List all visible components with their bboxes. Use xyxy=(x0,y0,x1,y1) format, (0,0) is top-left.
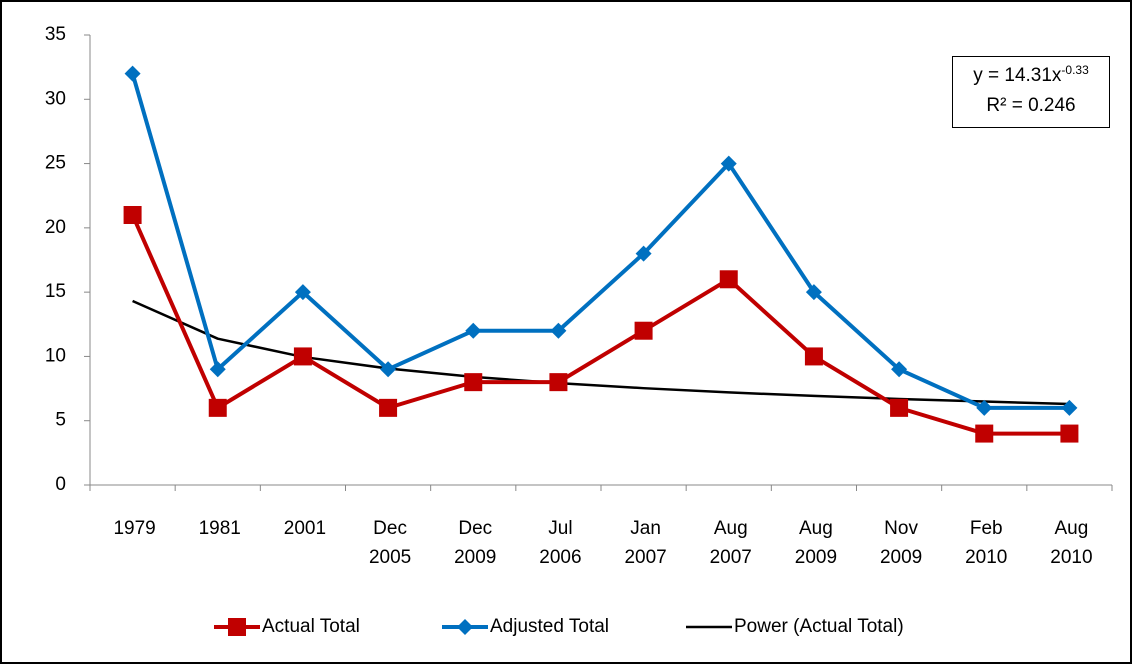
legend-label: Power (Actual Total) xyxy=(734,616,904,637)
marker xyxy=(804,347,823,366)
x-tick-label: Aug 2010 xyxy=(1050,518,1093,568)
marker xyxy=(294,284,311,301)
y-tick-label: 0 xyxy=(55,474,66,495)
equation-exponent: -0.33 xyxy=(1061,63,1089,77)
x-tick-label: Jul 2006 xyxy=(539,518,582,568)
marker xyxy=(293,347,312,366)
marker xyxy=(891,361,908,378)
y-tick-label: 25 xyxy=(45,153,66,174)
x-tick-label: Dec 2009 xyxy=(454,518,497,568)
marker xyxy=(890,398,909,417)
series-line xyxy=(130,214,1070,436)
marker xyxy=(228,618,246,636)
y-tick-label: 20 xyxy=(45,217,66,238)
y-tick-label: 10 xyxy=(45,345,66,366)
x-tick-label: Aug 2007 xyxy=(709,518,752,568)
marker xyxy=(976,399,993,416)
equation-base: y = 14.31x xyxy=(973,65,1062,86)
marker xyxy=(634,321,653,340)
marker xyxy=(1061,399,1078,416)
marker xyxy=(635,245,652,262)
trendline-box: y = 14.31x-0.33 R² = 0.246 xyxy=(952,56,1110,128)
marker xyxy=(975,424,994,443)
legend-label: Actual Total xyxy=(262,616,360,637)
x-tick-label: Aug 2009 xyxy=(794,518,838,568)
x-tick-label: Dec 2005 xyxy=(368,518,412,568)
marker xyxy=(209,361,226,378)
marker xyxy=(379,398,398,417)
y-tick-label: 5 xyxy=(55,410,66,431)
marker xyxy=(457,619,473,635)
x-tick-label: Jan 2007 xyxy=(624,518,667,568)
x-tick-label: Feb 2010 xyxy=(965,518,1008,568)
series-line xyxy=(130,73,1070,410)
marker xyxy=(464,373,483,392)
marker xyxy=(465,322,482,339)
x-tick-label: 1979 xyxy=(113,518,156,539)
marker xyxy=(550,322,567,339)
marker xyxy=(380,361,397,378)
marker xyxy=(123,206,142,224)
marker xyxy=(805,284,822,301)
marker xyxy=(719,270,738,289)
equation: y = 14.31x-0.33 xyxy=(953,61,1109,91)
y-tick-label: 30 xyxy=(45,88,66,109)
x-tick-label: 1981 xyxy=(198,518,241,539)
marker xyxy=(124,65,141,82)
marker xyxy=(208,398,227,417)
y-tick-label: 15 xyxy=(45,281,66,302)
y-tick-label: 35 xyxy=(45,24,66,45)
x-tick-label: 2001 xyxy=(283,518,327,539)
legend-label: Adjusted Total xyxy=(490,616,609,637)
x-tick-label: Nov 2009 xyxy=(879,518,923,568)
marker xyxy=(720,155,737,172)
marker xyxy=(1060,424,1079,443)
r-squared: R² = 0.246 xyxy=(986,95,1076,116)
trend-line xyxy=(132,299,1070,406)
marker xyxy=(549,373,568,392)
